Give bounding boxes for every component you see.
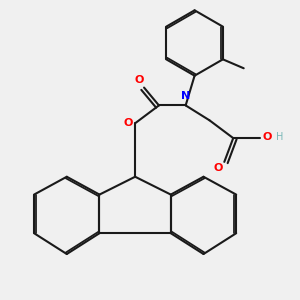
Text: O: O — [263, 132, 272, 142]
Text: O: O — [214, 164, 223, 173]
Text: N: N — [181, 91, 190, 101]
Text: H: H — [276, 132, 284, 142]
Text: O: O — [135, 75, 144, 85]
Text: O: O — [123, 118, 132, 128]
